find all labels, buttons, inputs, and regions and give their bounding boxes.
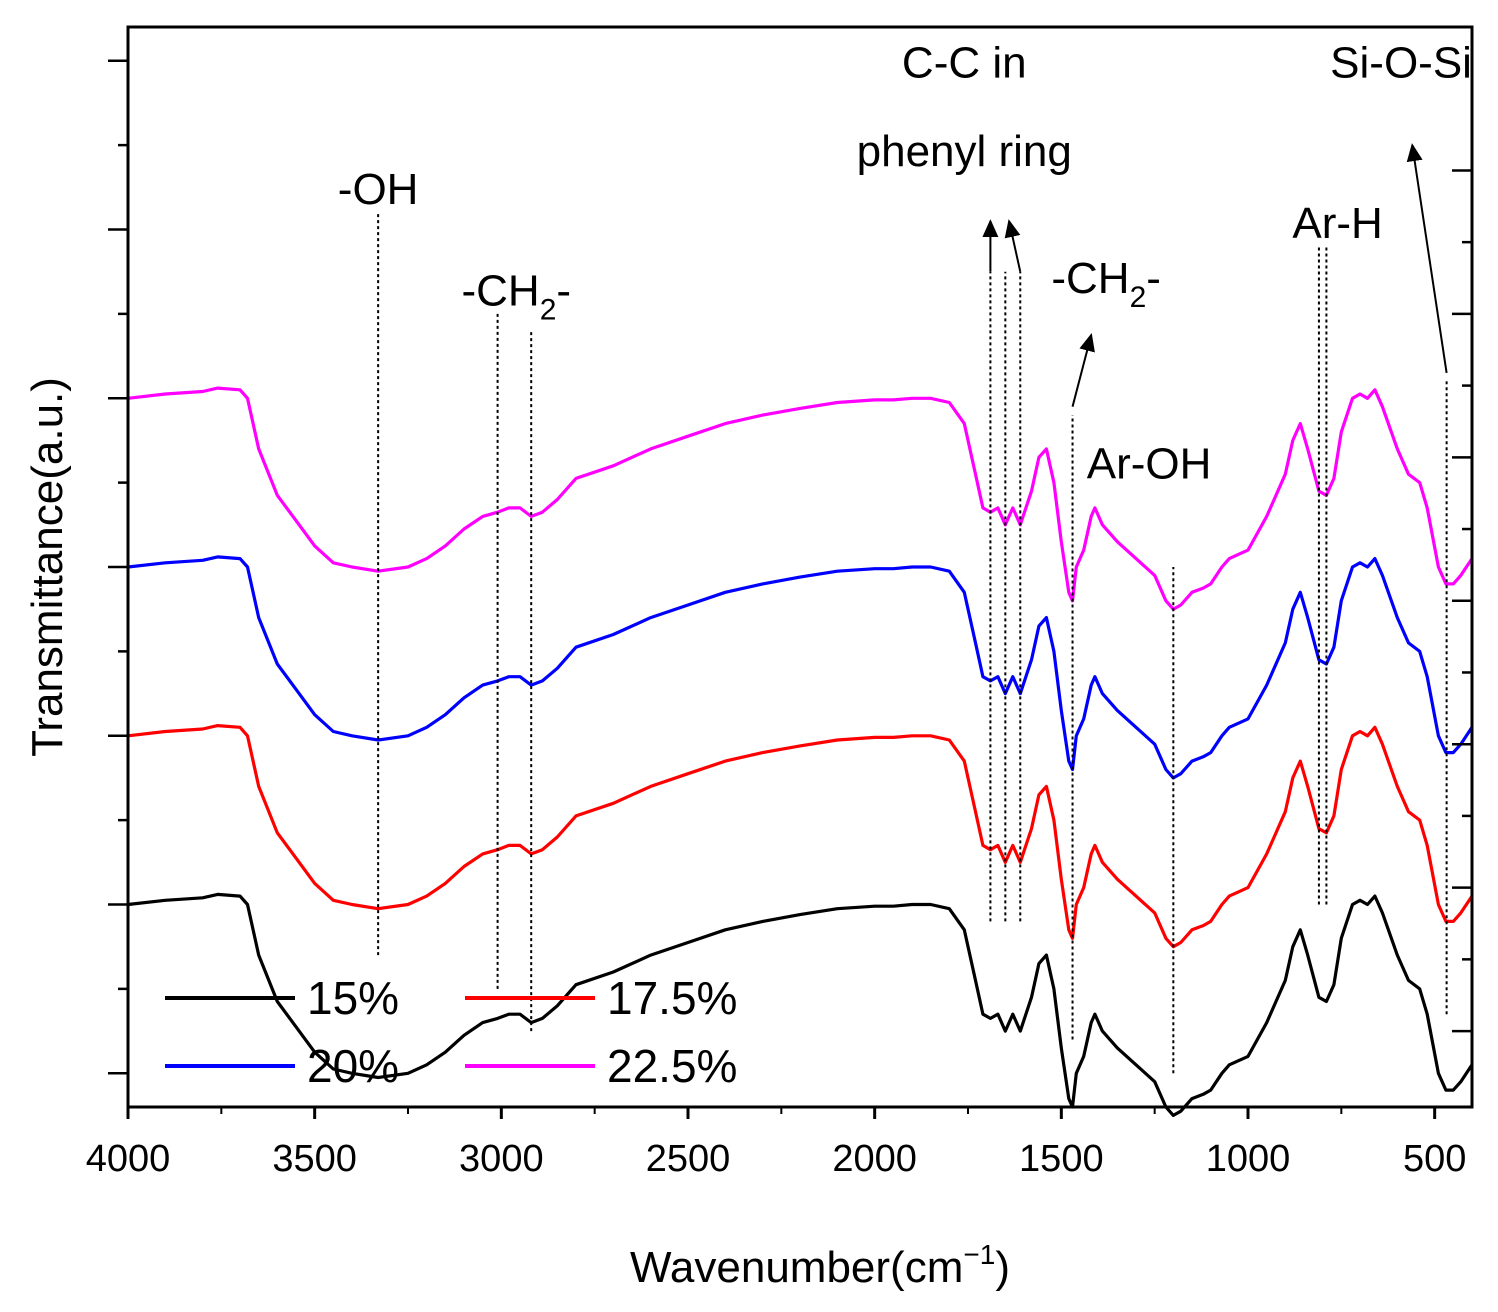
annotation-text: -OH [338, 165, 419, 214]
legend: 15% 17.5% 20% 22.5% [165, 972, 737, 1092]
annotation-text: -CH [1051, 254, 1129, 303]
x-tick-label-2000: 2000 [832, 1138, 917, 1180]
annotation-subscript: 2 [540, 293, 557, 326]
x-axis-label-suffix: ) [995, 1243, 1010, 1292]
annotation-subscript: 2 [1130, 281, 1147, 314]
arrow-cc-2 [1004, 219, 1022, 272]
annotation-aroh: Ar-OH [1087, 439, 1212, 488]
x-tick-label-500: 500 [1403, 1138, 1466, 1180]
y-axis-label: Transmittance(a.u.) [23, 377, 72, 757]
series-line-225 [127, 386, 1474, 611]
series-line-15 [127, 892, 1474, 1117]
annotation-text: phenyl ring [857, 127, 1072, 176]
annotation-text: C-C in [902, 39, 1027, 88]
annotation-ch2-right: -CH2- [1051, 254, 1161, 314]
annotation-suffix: - [556, 266, 571, 315]
arrow-ch2-right [1071, 333, 1095, 407]
x-tick-label-4000: 4000 [86, 1138, 171, 1180]
arrow-siosi [1406, 143, 1448, 374]
annotation-text: Si-O-Si [1330, 39, 1472, 88]
annotation-ch2-left: -CH2- [461, 266, 571, 326]
annotation-siosi: Si-O-Si [1330, 39, 1472, 88]
annotation-text: Ar-OH [1087, 439, 1212, 488]
x-axis-label-superscript: −1 [963, 1239, 995, 1270]
annotation-cc-line2: phenyl ring [857, 127, 1072, 176]
reference-lines [377, 143, 1448, 1074]
series-line-20 [127, 555, 1474, 780]
annotation-arh: Ar-H [1292, 199, 1382, 248]
annotation-text: -CH [461, 266, 539, 315]
annotation-oh: -OH [338, 165, 419, 214]
x-tick-label-3000: 3000 [459, 1138, 544, 1180]
annotation-cc-line1: C-C in [902, 39, 1027, 88]
x-axis-label-main: Wavenumber(cm [630, 1243, 963, 1292]
annotation-suffix: - [1146, 254, 1161, 303]
legend-label-15: 15% [307, 972, 399, 1024]
x-tick-label-3500: 3500 [272, 1138, 357, 1180]
plot-frame [126, 25, 1474, 1109]
x-tick-label-1500: 1500 [1019, 1138, 1104, 1180]
legend-label-225: 22.5% [607, 1040, 737, 1092]
legend-label-20: 20% [307, 1040, 399, 1092]
annotation-text: Ar-H [1292, 199, 1382, 248]
series-line-175 [127, 724, 1474, 949]
x-tick-label-1000: 1000 [1206, 1138, 1291, 1180]
axes: 4000 3500 3000 2500 2000 1500 1000 500 Wavenumbe… [23, 25, 1474, 1292]
x-tick-label-2500: 2500 [646, 1138, 731, 1180]
x-axis-label: Wavenumber(cm−1) [630, 1239, 1010, 1292]
legend-label-175: 17.5% [607, 972, 737, 1024]
plot-area [127, 386, 1474, 1117]
